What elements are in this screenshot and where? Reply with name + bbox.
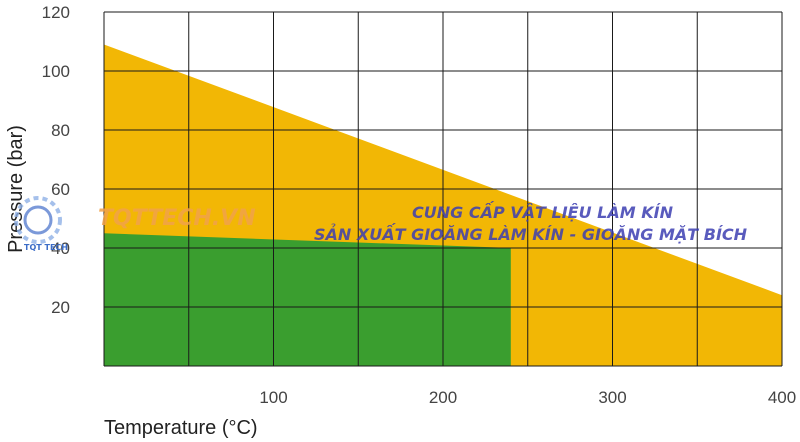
watermark-line-2: SẢN XUẤT GIOĂNG LÀM KÍN - GIOĂNG MẶT BÍC…: [314, 223, 748, 244]
x-tick-label: 400: [768, 388, 796, 407]
y-tick-label: 80: [51, 121, 70, 140]
watermark: TQT TECH TQTTECH.VN CUNG CẤP VẬT LIỆU LÀ…: [14, 196, 748, 252]
grid: [103, 11, 783, 367]
tick-labels: 100 200 300 400 20 40 60 80 100 120: [42, 3, 797, 407]
gear-logo-icon: [14, 196, 62, 244]
logo-text: TQT TECH: [24, 243, 68, 252]
x-axis-label: Temperature (°C): [104, 417, 258, 439]
green-area: [104, 233, 511, 366]
y-tick-label: 40: [51, 239, 70, 258]
watermark-line-1: CUNG CẤP VẬT LIỆU LÀM KÍN: [412, 201, 674, 222]
x-tick-label: 100: [259, 388, 287, 407]
watermark-brand: TQTTECH.VN: [98, 206, 256, 231]
y-tick-label: 120: [42, 3, 70, 22]
y-axis-label: Pressure (bar): [5, 125, 27, 253]
y-tick-label: 20: [51, 298, 70, 317]
x-tick-label: 300: [598, 388, 626, 407]
y-tick-label: 100: [42, 62, 70, 81]
y-tick-label: 60: [51, 180, 70, 199]
x-tick-label: 200: [429, 388, 457, 407]
